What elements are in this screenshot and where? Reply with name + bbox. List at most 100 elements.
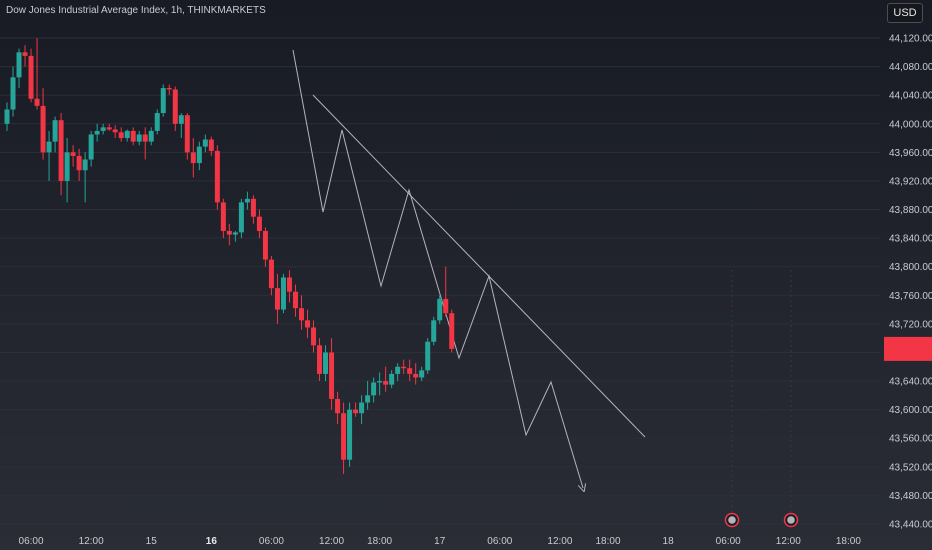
candle-body — [413, 373, 419, 378]
candle — [214, 145, 220, 210]
candle-body — [130, 130, 136, 142]
event-markers[interactable] — [724, 512, 799, 528]
candle — [70, 145, 76, 167]
candle-body — [395, 366, 401, 374]
candle — [238, 198, 244, 239]
x-tick-label: 12:00 — [79, 536, 104, 547]
candle-body — [262, 230, 268, 260]
candle — [347, 402, 353, 467]
y-tick-label: 43,520.00 — [889, 462, 932, 473]
candle — [118, 127, 124, 142]
candle — [190, 138, 196, 178]
y-tick-label: 43,920.00 — [889, 176, 932, 187]
candle-body — [389, 373, 395, 385]
candle-body — [22, 52, 28, 56]
candle — [196, 141, 202, 171]
candle-body — [106, 127, 112, 130]
candle-body — [341, 413, 347, 460]
candle-body — [208, 139, 214, 151]
candle — [407, 359, 413, 382]
candle — [395, 363, 401, 382]
candle — [298, 295, 304, 330]
candle — [401, 359, 407, 374]
candle-body — [112, 129, 118, 133]
candle-body — [407, 368, 413, 374]
y-tick-label: 43,800.00 — [889, 262, 932, 273]
candle — [220, 198, 226, 239]
candle — [389, 370, 395, 389]
candle-body — [329, 352, 335, 399]
zigzag-pattern[interactable] — [292, 49, 583, 488]
candle-body — [437, 298, 443, 321]
candle — [46, 130, 52, 181]
candle — [94, 123, 100, 142]
candle-body — [88, 134, 94, 160]
candle-body — [268, 259, 274, 289]
candle — [413, 363, 419, 385]
y-tick-label: 43,880.00 — [889, 205, 932, 216]
candle — [449, 309, 455, 353]
candle — [106, 123, 112, 131]
x-tick-label: 15 — [146, 536, 158, 547]
candle — [4, 102, 10, 131]
candle-body — [154, 113, 160, 131]
chart-title: Dow Jones Industrial Average Index, 1h, … — [6, 5, 266, 16]
candle — [136, 130, 142, 146]
candle — [323, 345, 329, 382]
candle — [100, 123, 106, 135]
event-marker[interactable] — [783, 512, 799, 528]
y-tick-label: 44,000.00 — [889, 119, 932, 130]
candle-body — [16, 52, 22, 78]
candle — [154, 109, 160, 135]
candle — [425, 338, 431, 374]
x-tick-label: 06:00 — [19, 536, 44, 547]
candle — [16, 48, 22, 89]
candle — [130, 127, 136, 146]
candle — [172, 86, 178, 131]
x-tick-label: 18:00 — [367, 536, 392, 547]
candle-body — [244, 198, 250, 203]
candle-body — [305, 320, 310, 328]
candle-body — [377, 381, 383, 383]
candle — [142, 127, 148, 160]
event-marker[interactable] — [724, 512, 740, 528]
candle-body — [94, 130, 100, 135]
candle-body — [335, 398, 341, 414]
y-tick-label: 44,040.00 — [889, 91, 932, 102]
candle — [437, 295, 443, 324]
candle-body — [323, 352, 329, 374]
candle — [232, 230, 238, 242]
candle-body — [286, 277, 292, 292]
candle — [28, 48, 34, 103]
candle — [64, 138, 70, 203]
y-tick-label: 43,560.00 — [889, 434, 932, 445]
trend-line[interactable] — [312, 94, 646, 438]
candle — [286, 270, 292, 303]
candle — [365, 381, 371, 410]
candle — [124, 129, 130, 142]
y-axis[interactable]: 44,120.00 44,080.00 44,040.00 44,000.00 43,9… — [889, 34, 932, 531]
candle-body — [190, 152, 196, 164]
currency-button[interactable]: USD — [887, 3, 923, 23]
candle-body — [226, 230, 232, 235]
candle-body — [166, 88, 172, 90]
candle — [371, 377, 377, 403]
candle-body — [64, 152, 70, 181]
candle-body — [256, 216, 262, 231]
y-tick-label: 43,440.00 — [889, 520, 932, 531]
candle — [443, 266, 449, 317]
candle — [292, 284, 298, 317]
candle-body — [449, 313, 455, 349]
candle-body — [28, 55, 34, 99]
candle — [148, 127, 154, 146]
x-tick-label: 06:00 — [259, 536, 284, 547]
x-tick-label: 18:00 — [595, 536, 620, 547]
x-tick-label: 12:00 — [547, 536, 572, 547]
x-axis[interactable]: 06:00 12:00 15 16 06:00 12:00 18:00 17 06:00 12:0… — [19, 536, 862, 547]
candle-body — [220, 202, 226, 231]
candle-body — [274, 288, 280, 310]
drawing-layer[interactable] — [292, 49, 792, 514]
candle-body — [353, 409, 359, 414]
candle-body — [4, 109, 10, 124]
